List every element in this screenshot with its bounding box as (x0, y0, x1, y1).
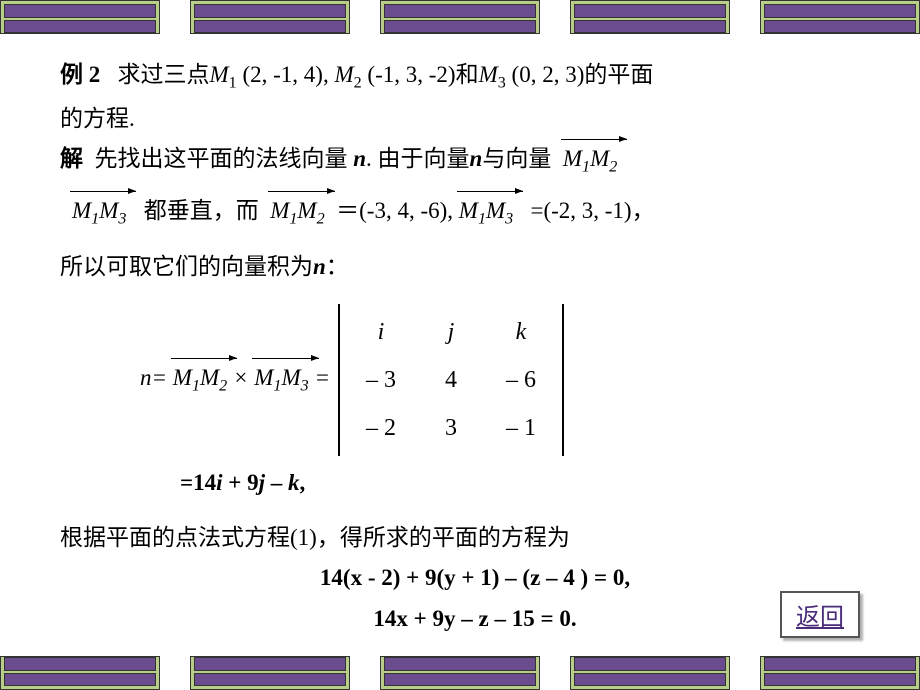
vector-m1m2: M1M2 (563, 142, 617, 180)
vector-m1m3: M1M3 (254, 361, 308, 399)
vector-m1m3: M1M3 (459, 194, 513, 232)
brick (0, 0, 160, 34)
solution-label: 解 (60, 146, 83, 171)
top-border (0, 0, 920, 34)
brick (760, 656, 920, 690)
solution-line1: 解 先找出这平面的法线向量 n. 由于向量n与向量 M1M2 (60, 142, 890, 180)
brick (380, 0, 540, 34)
brick (570, 0, 730, 34)
vector-m1m2: M1M2 (270, 194, 324, 232)
brick (0, 656, 160, 690)
brick (190, 0, 350, 34)
solution-line3: 所以可取它们的向量积为n： (60, 250, 890, 285)
conclusion-text: 根据平面的点法式方程(1)，得所求的平面的方程为 (60, 521, 890, 556)
return-button[interactable]: 返回 (780, 591, 860, 638)
example-label: 例 2 (60, 62, 100, 87)
equation-2: 14x + 9y – z – 15 = 0. (60, 602, 890, 637)
determinant: i j k – 3 4 – 6 – 2 3 – 1 (338, 304, 564, 456)
vector-m1m3: M1M3 (72, 194, 126, 232)
equation-1: 14(x - 2) + 9(y + 1) – (z – 4 ) = 0, (60, 561, 890, 596)
determinant-equation: n= M1M2 × M1M3 = i j k – 3 4 – 6 – 2 3 –… (140, 304, 890, 456)
brick (380, 656, 540, 690)
brick (570, 656, 730, 690)
problem-line2: 的方程. (60, 102, 890, 137)
result-line: =14i + 9j – k, (180, 466, 890, 501)
brick (760, 0, 920, 34)
problem-line1: 例 2 求过三点M1 (2, -1, 4), M2 (-1, 3, -2)和M3… (60, 58, 890, 96)
solution-line2: M1M3 都垂直，而 M1M2 ＝(-3, 4, -6), M1M3 =(-2,… (72, 194, 890, 232)
brick (190, 656, 350, 690)
slide-content: 例 2 求过三点M1 (2, -1, 4), M2 (-1, 3, -2)和M3… (60, 58, 890, 642)
vector-m1m2: M1M2 (173, 361, 227, 399)
bottom-border (0, 656, 920, 690)
